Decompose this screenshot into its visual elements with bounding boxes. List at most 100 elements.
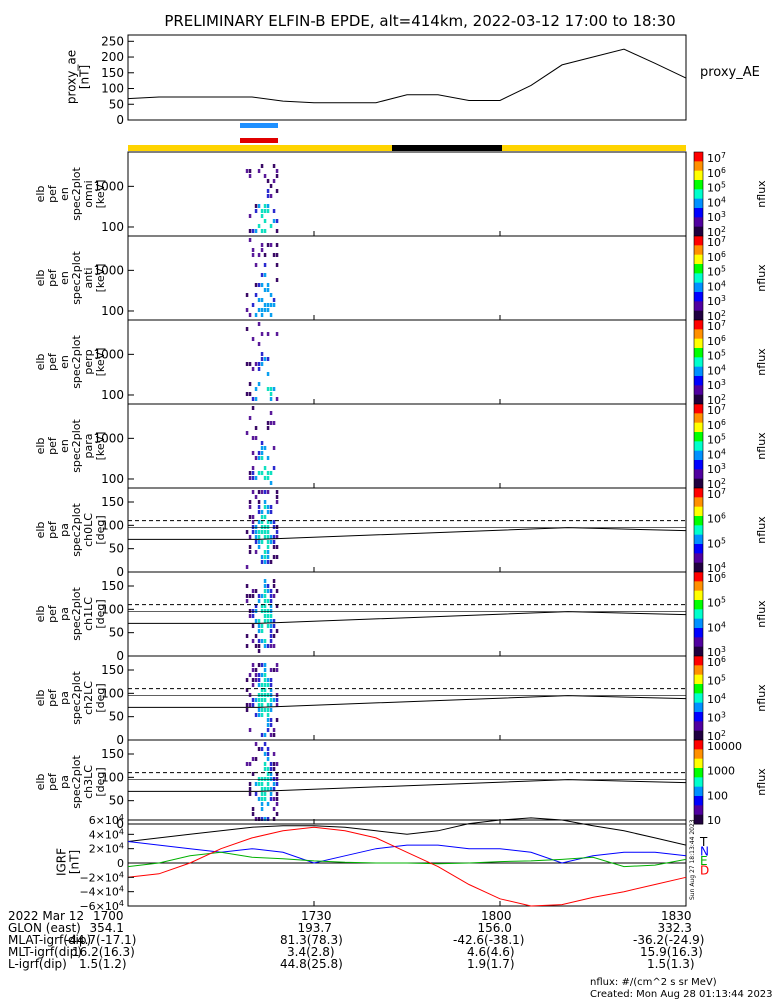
colorbar-segment	[694, 348, 703, 358]
spectrogram-cell	[275, 174, 279, 178]
spectrogram-cell	[254, 313, 258, 317]
colorbar-segment	[694, 637, 703, 648]
tick-base: 10	[707, 295, 721, 308]
spectrogram-cell	[254, 757, 258, 761]
spectrogram-cell	[257, 322, 261, 326]
spectrogram-cell	[269, 397, 273, 401]
spectrogram-cell	[257, 342, 261, 346]
spectrogram-cell	[254, 782, 258, 786]
spectrogram-cell	[266, 767, 270, 771]
spectrogram-cell	[266, 189, 270, 193]
spectrogram-cell	[260, 673, 264, 677]
spectrogram-cell	[269, 708, 273, 712]
colorbar-tick-label: 103	[707, 210, 726, 224]
spectrogram-cell	[254, 668, 258, 672]
spectrogram-cell	[260, 490, 264, 494]
colorbar-tick-label: 106	[707, 418, 726, 432]
tick-exponent: 4	[119, 885, 124, 894]
panel-frame	[127, 235, 687, 321]
colorbar-tick-label: 106	[707, 571, 726, 585]
spectrogram-cell	[251, 663, 255, 667]
spectrogram-cell	[260, 214, 264, 218]
colorbar-segment	[694, 581, 703, 592]
spectrogram-cell	[263, 797, 267, 801]
spectrogram-cell	[275, 490, 279, 494]
spectrogram-cell	[254, 678, 258, 682]
tick-exponent: 2	[721, 309, 726, 318]
spectrogram-cell	[245, 565, 249, 569]
footer-row-value: 44.8(25.8)	[280, 957, 343, 971]
ylabel-line: elb	[34, 522, 47, 539]
tick-exponent: 7	[721, 487, 726, 496]
spectrogram-cell	[275, 545, 279, 549]
colorbar-tick-label: 106	[707, 250, 726, 264]
spectrogram-cell	[266, 456, 270, 460]
tick-exponent: 3	[721, 462, 726, 471]
footer-row-value: 3.4(2.8)	[287, 945, 335, 959]
spectrogram-cell	[257, 644, 261, 648]
spectrogram-cell	[263, 219, 267, 223]
tick-base: 10	[707, 236, 721, 249]
colorbar-segment	[694, 292, 703, 302]
tick-exponent: 4	[119, 870, 124, 879]
spectrogram-cell	[266, 683, 270, 687]
spectrogram-cell	[269, 723, 273, 727]
spectrogram-cell	[272, 797, 276, 801]
spectrogram-cell	[269, 703, 273, 707]
spectrogram-cell	[263, 515, 267, 519]
spectrogram-cell	[251, 397, 255, 401]
status-bar-black	[392, 145, 502, 151]
colorbar-tick-label: 103	[707, 645, 726, 659]
spectrogram-cell	[254, 530, 258, 534]
ytick-label: 100	[101, 518, 124, 532]
spectrogram-cell	[263, 466, 267, 470]
spectrogram-cell	[263, 678, 267, 682]
spectrogram-cell	[269, 303, 273, 307]
tick-base: 6×10	[89, 814, 119, 827]
spectrogram-cell	[260, 713, 264, 717]
ylabel-line: elb	[34, 354, 47, 371]
spectrogram-cell	[263, 604, 267, 608]
spectrogram-cell	[257, 683, 261, 687]
colorbar-tick-label: 105	[707, 265, 726, 279]
tick-base: 10	[707, 488, 721, 501]
spectrogram-cell	[266, 560, 270, 564]
spectrogram-cell	[260, 446, 264, 450]
spectrogram-cell	[263, 742, 267, 746]
ylabel-line: elb	[34, 690, 47, 707]
tick-base: 10	[707, 182, 721, 195]
spectrogram-cell	[266, 179, 270, 183]
ylabel-line: pef	[46, 184, 59, 203]
spectrogram-cell	[257, 362, 261, 366]
colorbar-tick-label: 107	[707, 235, 726, 249]
footer-row-value: 15.9(16.3)	[640, 945, 703, 959]
panel-frame	[127, 739, 687, 825]
ylabel-line: [deg]	[94, 767, 107, 796]
tick-base: 10	[707, 419, 721, 432]
igrf-line-T	[127, 817, 687, 846]
spectrogram-cell	[269, 792, 273, 796]
spectrogram-cell	[266, 609, 270, 613]
spectrogram-cell	[260, 313, 264, 317]
colorbar-tick-label: 105	[707, 349, 726, 363]
spectrogram-cell	[266, 614, 270, 618]
spectrogram-cell	[275, 604, 279, 608]
spectrogram-cell	[260, 708, 264, 712]
spectrogram-cell	[251, 594, 255, 598]
spectrogram-cell	[269, 520, 273, 524]
ylabel-line: elb	[34, 774, 47, 791]
spectrogram-cell	[257, 451, 261, 455]
spectrogram-cell	[245, 169, 249, 173]
ylabel-line: pef	[46, 604, 59, 623]
spectrogram-cell	[251, 367, 255, 371]
ylabel-line: [nT]	[78, 65, 92, 89]
spectrogram-cell	[263, 673, 267, 677]
ylabel-line: perp	[82, 349, 95, 374]
colorbar-segment	[694, 460, 703, 470]
spectrogram-cell	[257, 540, 261, 544]
spectrogram-cell	[272, 782, 276, 786]
spectrogram-cell	[260, 298, 264, 302]
spectrogram-cell	[272, 762, 276, 766]
spectrogram-cell	[251, 229, 255, 233]
